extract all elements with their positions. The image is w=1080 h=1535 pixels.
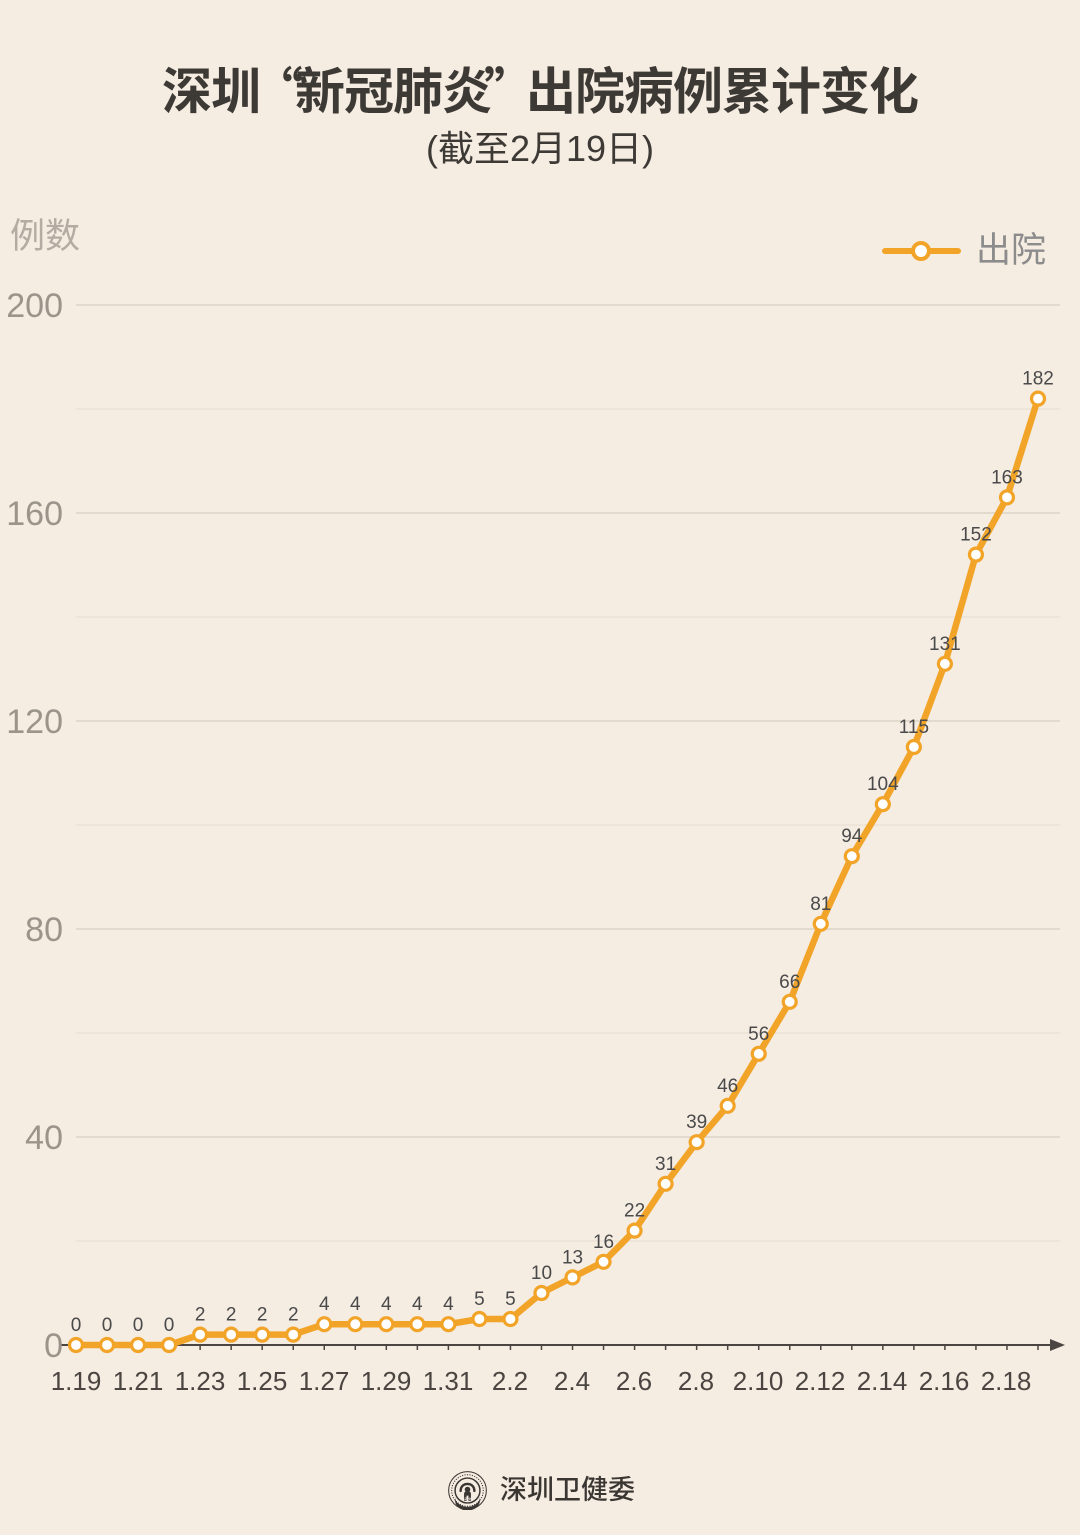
svg-text:0: 0: [133, 1315, 144, 1336]
svg-text:2.18: 2.18: [981, 1366, 1032, 1396]
svg-text:66: 66: [779, 972, 800, 993]
svg-text:94: 94: [841, 826, 863, 847]
svg-text:4: 4: [412, 1294, 423, 1315]
svg-text:2.10: 2.10: [733, 1366, 784, 1396]
svg-text:0: 0: [44, 1327, 63, 1365]
svg-text:2.16: 2.16: [919, 1366, 970, 1396]
svg-text:104: 104: [867, 774, 899, 795]
svg-text:4: 4: [381, 1294, 392, 1315]
svg-text:4: 4: [443, 1294, 454, 1315]
svg-text:2: 2: [288, 1305, 299, 1326]
svg-text:2: 2: [195, 1305, 206, 1326]
svg-text:0: 0: [102, 1315, 113, 1336]
svg-text:115: 115: [899, 717, 929, 738]
svg-text:0: 0: [71, 1315, 82, 1336]
svg-text:40: 40: [25, 1119, 63, 1157]
svg-text:56: 56: [748, 1024, 769, 1045]
svg-text:2: 2: [226, 1305, 237, 1326]
svg-text:2: 2: [257, 1305, 268, 1326]
svg-text:SZHC: SZHC: [462, 1497, 473, 1501]
svg-text:13: 13: [562, 1247, 583, 1268]
svg-text:80: 80: [25, 911, 63, 949]
svg-text:39: 39: [686, 1112, 707, 1133]
svg-text:160: 160: [6, 495, 63, 533]
svg-text:2.12: 2.12: [795, 1366, 846, 1396]
svg-text:4: 4: [319, 1294, 330, 1315]
svg-text:1.21: 1.21: [113, 1366, 164, 1396]
svg-text:131: 131: [929, 634, 961, 655]
svg-text:1.29: 1.29: [361, 1366, 412, 1396]
svg-text:0: 0: [164, 1315, 175, 1336]
svg-text:81: 81: [810, 894, 831, 915]
svg-text:4: 4: [350, 1294, 361, 1315]
svg-text:22: 22: [624, 1201, 645, 1222]
svg-text:1.27: 1.27: [299, 1366, 350, 1396]
svg-text:31: 31: [655, 1154, 676, 1175]
svg-text:200: 200: [6, 287, 63, 325]
svg-text:2.6: 2.6: [616, 1366, 652, 1396]
svg-text:5: 5: [474, 1289, 485, 1310]
svg-text:1.23: 1.23: [175, 1366, 226, 1396]
svg-text:1.25: 1.25: [237, 1366, 288, 1396]
svg-text:2.14: 2.14: [857, 1366, 908, 1396]
svg-text:2.2: 2.2: [492, 1366, 528, 1396]
svg-text:5: 5: [505, 1289, 516, 1310]
svg-text:163: 163: [991, 467, 1023, 488]
svg-text:2.8: 2.8: [678, 1366, 714, 1396]
svg-text:152: 152: [960, 525, 992, 546]
svg-text:120: 120: [6, 703, 63, 741]
svg-text:1.31: 1.31: [423, 1366, 474, 1396]
svg-text:1.19: 1.19: [51, 1366, 102, 1396]
svg-text:46: 46: [717, 1076, 738, 1097]
svg-text:2.4: 2.4: [554, 1366, 590, 1396]
svg-text:16: 16: [593, 1232, 614, 1253]
svg-text:182: 182: [1022, 369, 1054, 390]
svg-text:10: 10: [531, 1263, 552, 1284]
